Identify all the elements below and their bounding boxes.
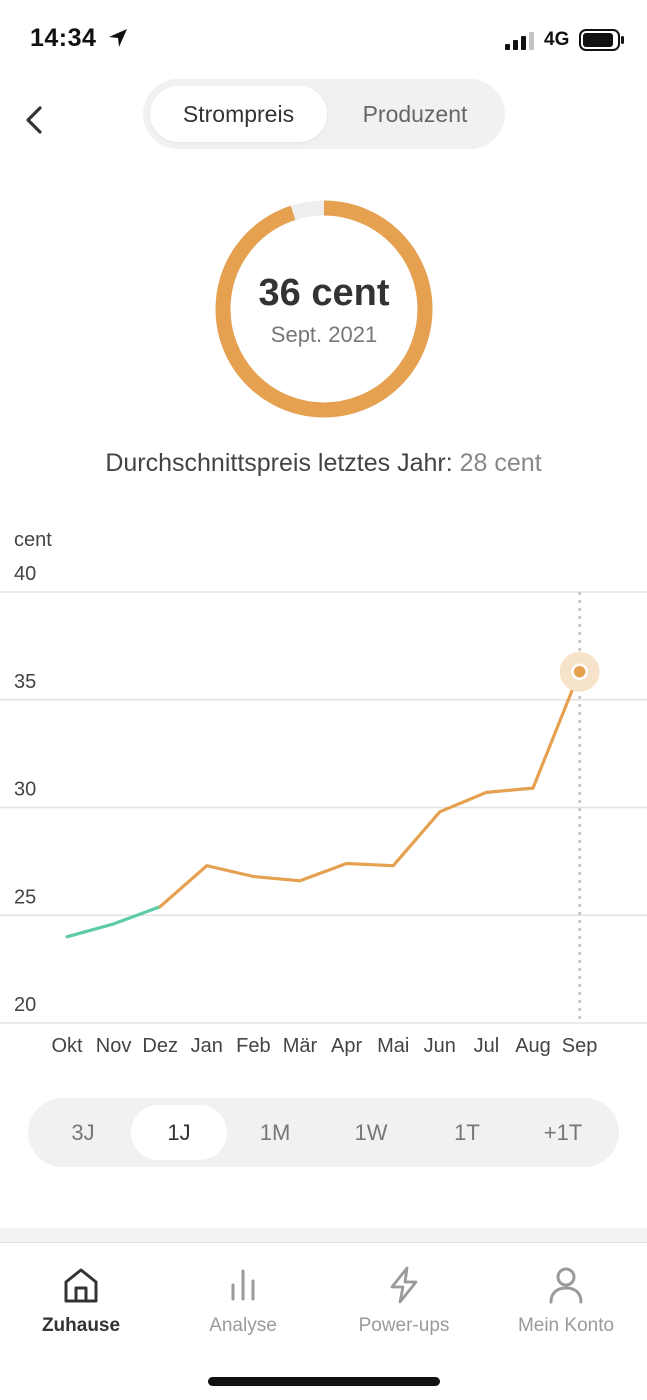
tabbar-border [0, 1242, 647, 1243]
time-range-selector: 3J 1J 1M 1W 1T +1T [28, 1098, 619, 1167]
price-chart[interactable]: cent 40 35 30 25 20 Okt Nov Dez Jan Feb Mär Apr Mai Ju… [0, 520, 647, 1070]
bottom-tab-bar: Zuhause Analyse Power-ups Mein Konto [0, 1243, 647, 1400]
tab-analyse-label: Analyse [209, 1315, 277, 1336]
x-tick-label: Mai [377, 1035, 409, 1057]
average-price-label: Durchschnittspreis letztes Jahr: [105, 449, 453, 477]
average-price: Durchschnittspreis letztes Jahr: 28 cent [0, 449, 647, 478]
tab-mein-konto[interactable]: Mein Konto [485, 1265, 647, 1355]
x-tick-label: Jul [474, 1035, 500, 1057]
range-1w[interactable]: 1W [354, 1119, 388, 1145]
highlight-point [571, 663, 588, 680]
status-time: 14:34 [30, 24, 97, 52]
series-line [158, 670, 582, 909]
network-type: 4G [544, 29, 570, 50]
range-1m[interactable]: 1M [259, 1119, 291, 1145]
tab-power-ups[interactable]: Power-ups [323, 1265, 485, 1355]
bar-chart-icon [231, 1269, 255, 1301]
home-icon [64, 1268, 98, 1303]
tab-strompreis[interactable]: Strompreis [150, 86, 327, 142]
section-divider [0, 1228, 647, 1242]
gauge-arc [215, 200, 433, 418]
series-line-past [65, 905, 162, 939]
x-tick-label: Feb [236, 1035, 270, 1057]
y-tick-label: 20 [14, 994, 36, 1016]
tab-mein-konto-label: Mein Konto [517, 1315, 615, 1336]
range-plus-1t[interactable]: +1T [543, 1119, 583, 1145]
cellular-signal-icon [505, 32, 534, 50]
chevron-left-icon [26, 106, 42, 134]
x-tick-label: Jan [191, 1035, 223, 1057]
y-tick-label: 35 [14, 671, 36, 693]
x-tick-label: Jun [424, 1035, 456, 1057]
range-1t[interactable]: 1T [454, 1119, 480, 1145]
y-axis-label: cent [14, 529, 52, 551]
range-3j[interactable]: 3J [71, 1119, 95, 1145]
y-tick-label: 25 [14, 886, 36, 908]
user-icon [549, 1267, 583, 1304]
tab-power-ups-label: Power-ups [358, 1315, 450, 1336]
y-tick-label: 30 [14, 779, 36, 801]
tab-produzent[interactable]: Produzent [362, 100, 468, 127]
lightning-icon [390, 1266, 418, 1304]
tab-analyse[interactable]: Analyse [162, 1265, 324, 1355]
home-indicator [208, 1377, 440, 1386]
x-tick-label: Okt [51, 1035, 83, 1057]
status-bar: 14:34 4G [0, 0, 647, 80]
battery-icon [579, 29, 624, 51]
x-tick-label: Mär [283, 1035, 318, 1057]
location-arrow-icon [109, 29, 127, 47]
current-price: 36 cent [258, 272, 390, 314]
range-1j[interactable]: 1J [131, 1105, 227, 1160]
price-producer-toggle: Strompreis Produzent [143, 79, 505, 149]
price-gauge [215, 200, 433, 418]
x-tick-label: Sep [562, 1035, 598, 1057]
x-tick-label: Nov [96, 1035, 132, 1057]
tab-zuhause[interactable]: Zuhause [0, 1265, 162, 1355]
x-tick-label: Aug [515, 1035, 551, 1057]
x-tick-label: Apr [331, 1035, 362, 1057]
x-tick-label: Dez [142, 1035, 178, 1057]
back-button[interactable] [14, 100, 54, 140]
current-price-date: Sept. 2021 [270, 322, 378, 347]
average-price-value: 28 cent [459, 449, 542, 477]
y-tick-label: 40 [14, 563, 36, 585]
tab-zuhause-label: Zuhause [41, 1315, 121, 1336]
